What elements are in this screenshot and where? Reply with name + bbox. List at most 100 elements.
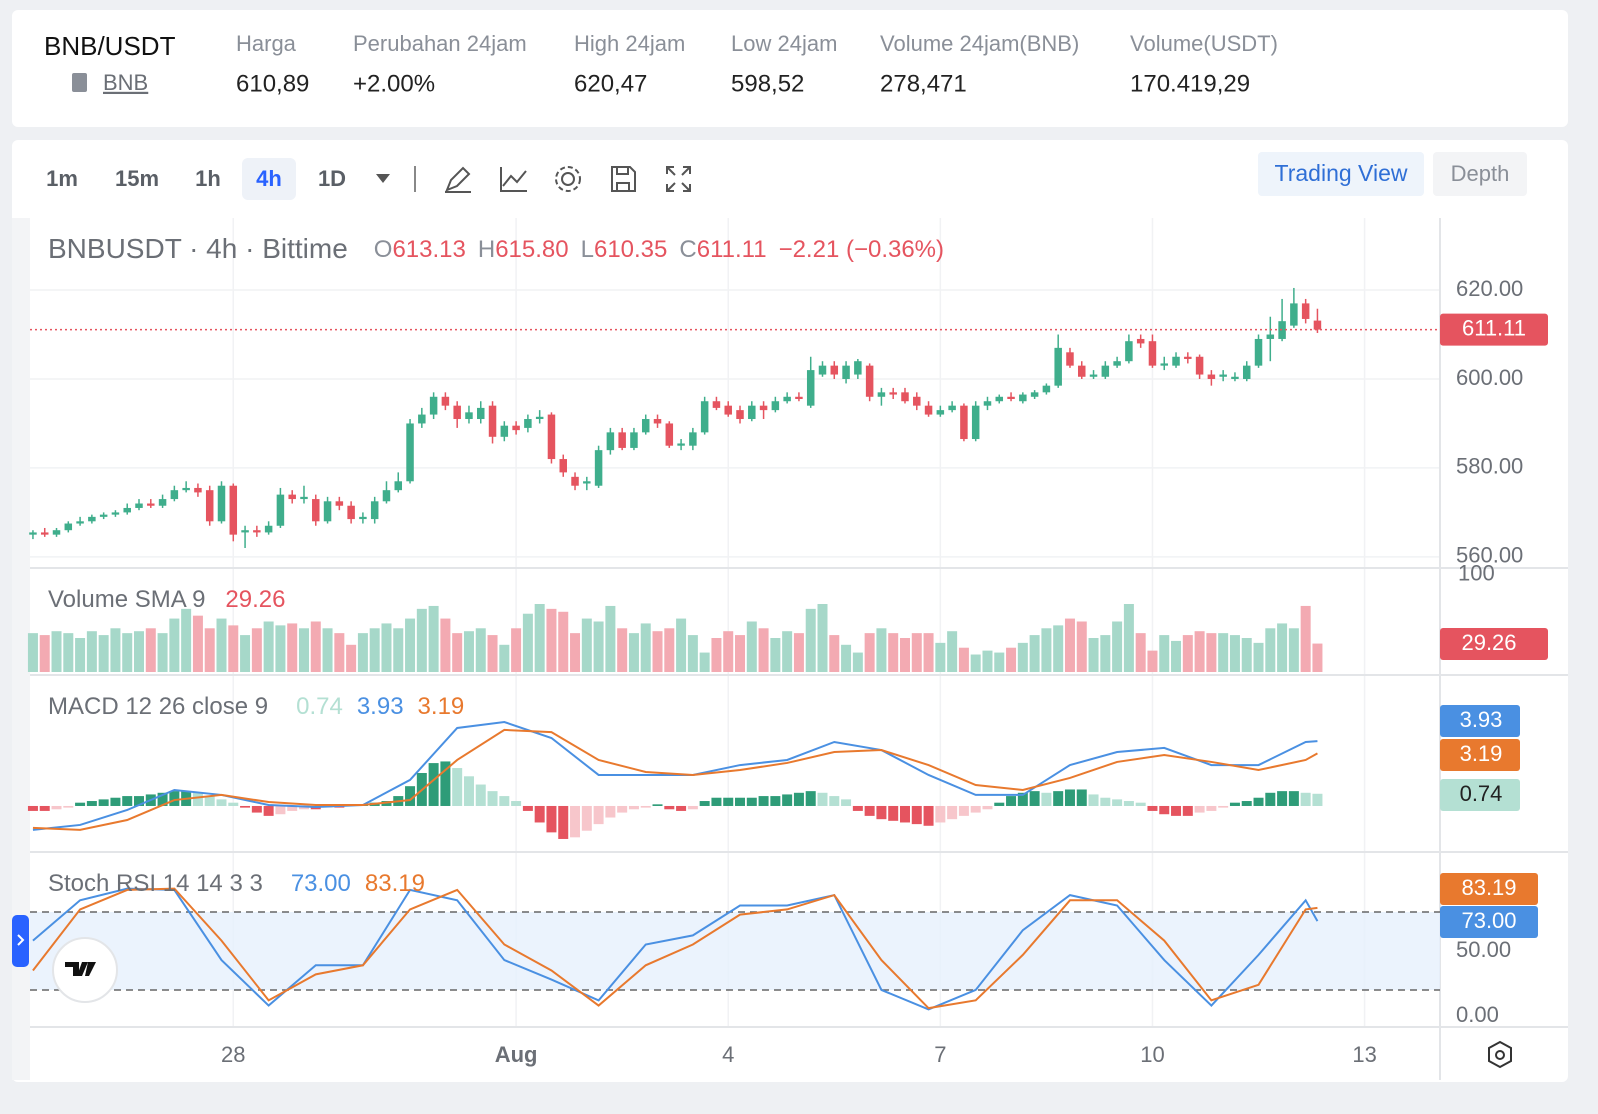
- stat-label: Harga: [236, 31, 297, 56]
- candle-body: [1290, 303, 1298, 326]
- candle-body: [700, 401, 709, 433]
- macd-hist: [676, 805, 687, 811]
- candle-body: [1278, 321, 1286, 339]
- candle-body: [194, 487, 202, 493]
- candle-body: [441, 396, 450, 406]
- macd-hist: [723, 797, 734, 806]
- volume-bar: [322, 628, 333, 672]
- volume-bar: [687, 635, 698, 672]
- candle-body: [1078, 365, 1086, 377]
- candle-body: [477, 407, 485, 420]
- volume-bar: [770, 638, 781, 672]
- candle-body: [559, 459, 567, 473]
- candle-body: [1195, 356, 1204, 375]
- candle-body: [689, 432, 697, 446]
- volume-bar: [1206, 633, 1217, 672]
- legend-key: C: [679, 236, 696, 263]
- volume-bar: [699, 652, 710, 672]
- macd-hist: [1159, 805, 1170, 815]
- candle-body: [583, 481, 591, 484]
- candle-body: [1254, 338, 1263, 366]
- volume-bar: [134, 631, 145, 672]
- axis-settings[interactable]: [1488, 1040, 1512, 1069]
- macd-hist: [1241, 801, 1252, 806]
- candle-body: [429, 396, 438, 415]
- candle-body: [335, 501, 344, 506]
- macd-axis-label: 3.93: [1460, 707, 1503, 732]
- volume-bar: [994, 652, 1005, 672]
- volume-bar: [393, 628, 404, 672]
- candle-body: [312, 499, 320, 522]
- macd-hist: [1171, 805, 1182, 816]
- candle-body: [913, 396, 921, 406]
- candle-body: [253, 530, 261, 533]
- candle-body: [1148, 341, 1157, 366]
- macd-hist: [546, 805, 557, 833]
- macd-hist: [628, 805, 639, 810]
- volume-bar: [923, 633, 934, 672]
- dropdown[interactable]: [376, 174, 390, 183]
- volume-bar: [534, 604, 545, 672]
- coin-link[interactable]: BNB: [103, 70, 148, 95]
- candle-body: [1125, 341, 1133, 362]
- settings-icon[interactable]: [561, 172, 575, 186]
- tab[interactable]: Trading View: [1275, 160, 1408, 186]
- interval[interactable]: 1m: [46, 166, 78, 191]
- tab-bg[interactable]: [1433, 152, 1527, 196]
- candle-body: [217, 485, 226, 522]
- interval[interactable]: 1D: [318, 166, 346, 191]
- candle-body: [901, 392, 909, 402]
- volume-bar: [899, 638, 910, 672]
- x-tick-label: Aug: [495, 1042, 538, 1067]
- candle-body: [1066, 352, 1074, 366]
- tab-bg[interactable]: [1258, 152, 1424, 196]
- volume-bar: [970, 654, 981, 672]
- interval[interactable]: 4h: [256, 166, 282, 191]
- macd-hist: [593, 805, 604, 825]
- interval[interactable]: 1h: [195, 166, 221, 191]
- stat-label: Volume 24jam(BNB): [880, 31, 1079, 56]
- macd-hist: [1312, 793, 1323, 806]
- macd-hist: [463, 776, 474, 806]
- tv-logo-mark: [65, 962, 96, 976]
- macd-hist: [876, 805, 887, 820]
- tv-logo[interactable]: [52, 937, 118, 1003]
- macd-hist: [1135, 802, 1146, 806]
- stoch-band: [30, 911, 1440, 990]
- volume-bar: [782, 631, 793, 672]
- macd-hist: [534, 805, 545, 823]
- draw-icon[interactable]: [445, 166, 471, 193]
- macd-hist: [192, 792, 203, 806]
- volume-bar: [511, 628, 522, 672]
- save-icon[interactable]: [611, 166, 636, 192]
- macd-hist: [98, 799, 109, 806]
- y-tick-label: 560.00: [1456, 543, 1523, 568]
- macd-hist: [251, 805, 262, 813]
- macd-hist: [1229, 802, 1240, 806]
- volume-legend: Volume SMA 9 29.26: [48, 586, 285, 613]
- interval[interactable]: 15m: [115, 166, 159, 191]
- tab[interactable]: Depth: [1451, 161, 1510, 186]
- macd-hist: [947, 805, 958, 820]
- volume-bar: [1076, 621, 1087, 672]
- last-price-box: [1440, 313, 1548, 346]
- macd-hist: [452, 768, 463, 806]
- candle-body: [854, 361, 862, 375]
- stat-value: 610,89: [236, 70, 309, 97]
- macd-hist: [216, 799, 227, 806]
- indicator-icon[interactable]: [500, 167, 527, 192]
- macd-hist: [994, 802, 1005, 806]
- volume-bar: [51, 631, 62, 672]
- candle-body: [370, 501, 379, 520]
- volume-bar: [63, 633, 74, 672]
- macd-hist: [1041, 792, 1052, 806]
- side-toggle[interactable]: [12, 915, 29, 967]
- fullscreen-icon[interactable]: [666, 166, 691, 192]
- candle-body: [971, 405, 980, 440]
- candle-body: [995, 396, 1004, 402]
- volume-bar: [110, 628, 121, 672]
- volume-bar: [487, 635, 498, 672]
- volume-bar: [1029, 635, 1040, 672]
- volume-bar: [746, 621, 757, 672]
- volume-bar: [145, 628, 156, 672]
